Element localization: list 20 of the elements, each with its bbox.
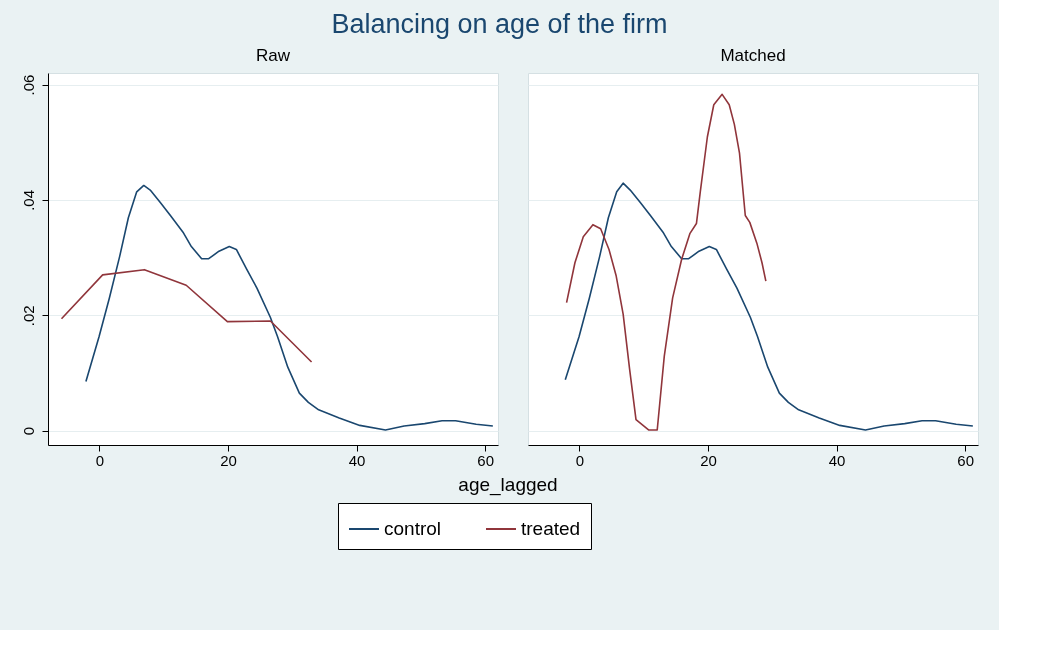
y-tick-label: 0 xyxy=(19,426,37,436)
line-series xyxy=(60,268,313,363)
x-tick-label: 60 xyxy=(957,451,974,469)
y-tick-label: .06 xyxy=(19,74,37,96)
x-tick-label: 0 xyxy=(575,451,585,469)
y-tick-label: .04 xyxy=(19,189,37,211)
y-tick-label: .02 xyxy=(19,305,37,327)
x-tick-label: 0 xyxy=(95,451,105,469)
chart-subtitle: Raw xyxy=(255,46,291,65)
line-series xyxy=(85,184,494,431)
x-axis-title: age_lagged xyxy=(458,474,558,496)
legend-label: treated xyxy=(521,518,581,539)
x-tick-label: 40 xyxy=(348,451,366,469)
x-tick-label: 20 xyxy=(700,451,717,469)
chart-title: Balancing on age of the firm xyxy=(331,8,668,39)
x-tick-label: 20 xyxy=(220,451,237,469)
legend-label: control xyxy=(384,518,442,539)
x-tick-label: 40 xyxy=(828,451,846,469)
chart-subtitle: Matched xyxy=(720,46,786,65)
x-tick-label: 60 xyxy=(477,451,494,469)
